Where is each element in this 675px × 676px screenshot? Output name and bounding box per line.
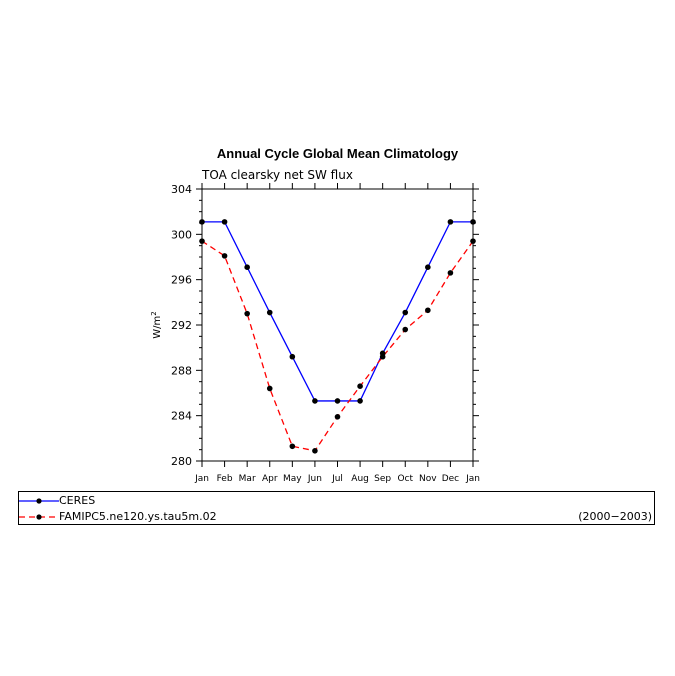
data-point bbox=[312, 398, 318, 404]
data-point bbox=[425, 307, 431, 314]
data-point bbox=[379, 353, 386, 360]
y-tick-label: 292 bbox=[171, 319, 192, 332]
legend-entry-model: FAMIPC5.ne120.ys.tau5m.02 (2000−2003) bbox=[19, 509, 654, 525]
y-tick-labels: 280 284 288 292 296 300 304 bbox=[171, 183, 192, 468]
y-tick-label: 296 bbox=[171, 274, 192, 287]
data-point bbox=[244, 264, 250, 271]
data-point bbox=[199, 219, 205, 225]
x-tick-label: Jun bbox=[307, 474, 322, 484]
x-tick-labels: Jan Feb Mar Apr May Jun Jul Aug Sep Oct Nov Dec Jan bbox=[194, 474, 480, 484]
x-tick-label: Mar bbox=[239, 474, 256, 484]
legend-entry-ceres: CERES bbox=[19, 493, 654, 509]
chart-subtitle: TOA clearsky net SW flux bbox=[202, 168, 353, 182]
data-point bbox=[221, 253, 228, 259]
data-point bbox=[266, 385, 273, 392]
data-point bbox=[312, 448, 318, 454]
data-point bbox=[402, 309, 409, 316]
series-line-0 bbox=[202, 221, 473, 402]
plot-frame bbox=[201, 188, 474, 462]
x-tick-label: Jan bbox=[465, 474, 480, 484]
data-point bbox=[334, 398, 341, 404]
legend-period: (2000−2003) bbox=[578, 510, 652, 523]
x-tick-label: Dec bbox=[442, 474, 459, 484]
x-tick-label: Jan bbox=[194, 474, 209, 484]
x-tick-label: Nov bbox=[419, 474, 437, 484]
x-tick-label: Apr bbox=[262, 474, 278, 484]
x-tick-label: Sep bbox=[374, 474, 391, 484]
y-axis-label-superscript: 2 bbox=[150, 311, 158, 315]
data-point bbox=[402, 326, 409, 333]
data-point bbox=[470, 238, 476, 244]
legend: CERES FAMIPC5.ne120.ys.tau5m.02 (2000−20… bbox=[18, 491, 655, 525]
y-axis-label-text: W/m bbox=[152, 316, 163, 339]
y-tick-label: 288 bbox=[171, 364, 192, 377]
y-tick-label: 284 bbox=[171, 410, 192, 423]
y-axis-label: W/m2 bbox=[150, 311, 163, 338]
y-tick-label: 300 bbox=[171, 228, 192, 241]
series-points bbox=[199, 219, 476, 454]
axis-ticks bbox=[196, 183, 479, 467]
data-point bbox=[357, 398, 363, 404]
legend-swatch-model bbox=[19, 514, 59, 520]
legend-label: FAMIPC5.ne120.ys.tau5m.02 bbox=[59, 510, 217, 523]
x-tick-label: May bbox=[283, 474, 302, 484]
data-point bbox=[447, 219, 454, 225]
data-point bbox=[221, 219, 228, 225]
data-point bbox=[357, 383, 363, 390]
data-point bbox=[470, 219, 476, 225]
data-point bbox=[289, 443, 296, 450]
data-point bbox=[289, 353, 296, 360]
data-point bbox=[334, 414, 341, 420]
x-tick-label: Oct bbox=[397, 474, 413, 484]
chart-title: Annual Cycle Global Mean Climatology bbox=[216, 146, 459, 161]
data-point bbox=[425, 264, 431, 271]
data-point bbox=[199, 238, 205, 244]
x-tick-label: Feb bbox=[217, 474, 233, 484]
legend-label: CERES bbox=[59, 494, 96, 507]
x-tick-label: Aug bbox=[351, 474, 369, 484]
data-point bbox=[266, 309, 273, 316]
data-point bbox=[244, 310, 250, 317]
y-tick-label: 304 bbox=[171, 183, 192, 196]
x-tick-label: Jul bbox=[331, 474, 343, 484]
y-tick-label: 280 bbox=[171, 455, 192, 468]
legend-swatch-ceres bbox=[19, 498, 59, 504]
data-point bbox=[447, 270, 454, 276]
